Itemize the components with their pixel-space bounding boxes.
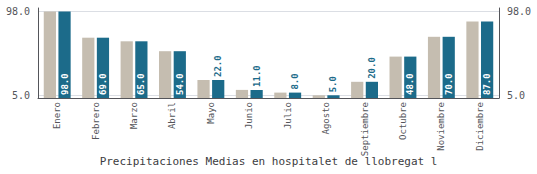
svg-text:22.0: 22.0 xyxy=(213,55,223,77)
svg-text:98.0: 98.0 xyxy=(60,73,70,95)
svg-text:54.0: 54.0 xyxy=(175,73,185,95)
svg-text:Marzo: Marzo xyxy=(129,102,139,129)
svg-text:98.0: 98.0 xyxy=(6,6,30,17)
svg-text:8.0: 8.0 xyxy=(290,73,300,89)
svg-text:Julio: Julio xyxy=(283,102,293,129)
svg-text:Septiembre: Septiembre xyxy=(360,102,370,156)
svg-text:98.0: 98.0 xyxy=(507,6,531,17)
svg-text:Abril: Abril xyxy=(167,102,177,129)
svg-text:5.0: 5.0 xyxy=(12,90,30,101)
svg-text:Agosto: Agosto xyxy=(321,102,331,135)
svg-text:Diciembre: Diciembre xyxy=(475,102,485,151)
svg-text:20.0: 20.0 xyxy=(367,57,377,79)
svg-text:Enero: Enero xyxy=(52,102,62,129)
svg-text:Febrero: Febrero xyxy=(91,102,101,140)
svg-text:Junio: Junio xyxy=(244,102,254,129)
svg-text:69.0: 69.0 xyxy=(98,73,108,95)
svg-text:Precipitaciones Medias en hosp: Precipitaciones Medias en hospitalet de … xyxy=(100,155,438,168)
svg-text:48.0: 48.0 xyxy=(405,73,415,95)
svg-text:Mayo: Mayo xyxy=(206,102,216,124)
svg-text:87.0: 87.0 xyxy=(482,73,492,95)
svg-text:5.0: 5.0 xyxy=(507,90,525,101)
svg-text:11.0: 11.0 xyxy=(252,65,262,87)
svg-text:Octubre: Octubre xyxy=(398,102,408,140)
svg-text:65.0: 65.0 xyxy=(136,73,146,95)
svg-text:70.0: 70.0 xyxy=(444,73,454,95)
svg-text:5.0: 5.0 xyxy=(328,76,338,92)
svg-text:Noviembre: Noviembre xyxy=(436,102,446,151)
